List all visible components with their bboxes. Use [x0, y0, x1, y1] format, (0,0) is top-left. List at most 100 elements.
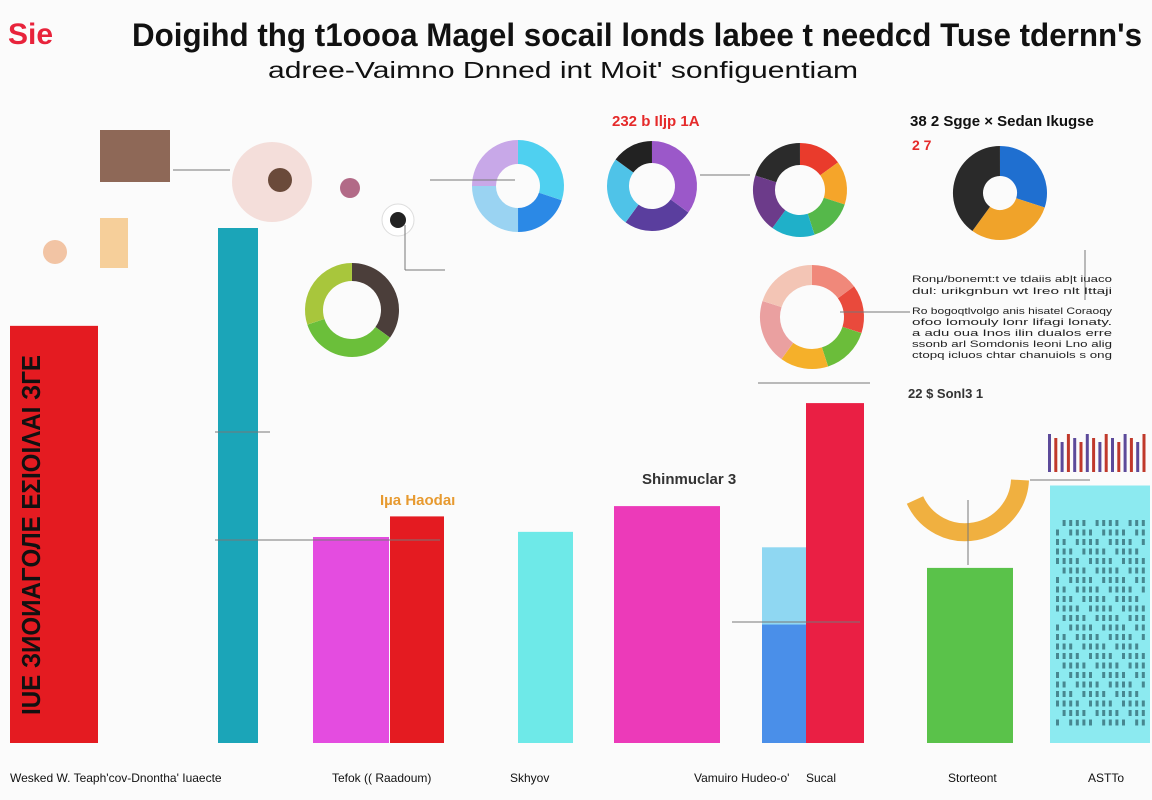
bar-texture [1082, 719, 1086, 726]
bar-texture [1141, 558, 1145, 564]
bar-texture [1095, 567, 1099, 574]
bar-texture [1122, 605, 1125, 612]
x-tick-label: Tefok (( Raadoum) [332, 771, 431, 785]
bar-texture [1141, 605, 1145, 612]
person-icon [43, 240, 67, 264]
bar-texture [1082, 634, 1086, 640]
bar-texture [1135, 691, 1139, 697]
bar-texture [1122, 719, 1125, 726]
bar-texture [1122, 691, 1125, 697]
donut-slice [615, 141, 653, 174]
bar-texture [1062, 558, 1066, 564]
bar-texture [1056, 605, 1059, 612]
bar-texture [1056, 719, 1059, 726]
bar-texture [1082, 529, 1086, 536]
bar-texture [1122, 681, 1125, 688]
bar-texture [1122, 672, 1125, 678]
bar-texture [1128, 605, 1132, 612]
bar-texture [1095, 596, 1099, 602]
bar-texture [1062, 596, 1066, 602]
bar [1050, 485, 1150, 743]
bar-texture [1089, 672, 1092, 678]
bar-texture [1128, 596, 1132, 602]
bar-texture [1056, 539, 1059, 545]
brand-logo: Sie [8, 18, 53, 51]
note-line: ofoo lomouly lonr lifagi lonaty. [912, 317, 1112, 328]
annotation: 38 2 Sgge × Sedan Ikugse [910, 113, 1094, 130]
bar [806, 403, 864, 743]
donut-slice [762, 265, 813, 308]
donut-slice [760, 300, 794, 360]
bar-texture [1102, 719, 1106, 726]
bar-texture [1062, 634, 1066, 640]
annotation: 2 7 [912, 137, 932, 153]
bar-texture [1135, 700, 1139, 707]
bar-texture [1108, 529, 1112, 536]
decor-dot [390, 212, 406, 228]
bar-texture [1135, 605, 1139, 612]
bar-texture [1082, 672, 1086, 678]
chart-subtitle: adree-Vaimno Dnned int Moit' sonfiguenti… [268, 57, 858, 83]
bar-texture [1141, 520, 1145, 526]
note-line: dul: urikgnbun wt Ireo nlt Ittaji [912, 286, 1112, 297]
bar-texture [1082, 624, 1086, 631]
bar-texture [1056, 691, 1059, 697]
bar-texture [1075, 653, 1079, 659]
decor-tick [1117, 442, 1121, 472]
bar-stack-segment [762, 624, 806, 743]
bar-texture [1069, 577, 1073, 583]
bar-texture [1128, 586, 1132, 593]
donut-slice [811, 265, 855, 299]
decor-tick [1111, 438, 1114, 472]
donut-slice [351, 263, 399, 338]
bar-texture [1082, 548, 1086, 555]
bar-texture [1115, 567, 1119, 574]
bar-texture [1115, 634, 1119, 640]
bar-texture [1082, 681, 1086, 688]
donut-slice [755, 143, 801, 183]
annotation-group: 232 b Iljp 1A 38 2 Sgge × Sedan Ikugse 2 7… [380, 113, 1112, 509]
bar-texture [1056, 681, 1059, 688]
donut-chart [753, 143, 847, 237]
bar-texture [1108, 672, 1112, 678]
donut-slice [972, 197, 1045, 240]
annotation: Shinmuclar 3 [642, 471, 736, 488]
bar-texture [1108, 710, 1112, 716]
donut-chart [305, 263, 399, 357]
bar-texture [1075, 529, 1079, 536]
bar-texture [1122, 700, 1125, 707]
bar-texture [1108, 662, 1112, 669]
donut-slice [821, 326, 862, 367]
bar-texture [1095, 691, 1099, 697]
bar-texture [1122, 596, 1125, 602]
bar-texture [1108, 605, 1112, 612]
bar-texture [1102, 548, 1106, 555]
donut-slice [472, 185, 519, 232]
decor-arc [906, 479, 1029, 542]
bar-texture [1056, 558, 1059, 564]
bar-texture [1141, 681, 1145, 688]
note-line: a adu oua Inos ilin dualos erre [912, 328, 1112, 339]
bar-texture [1115, 529, 1119, 536]
bar-texture [1108, 520, 1112, 526]
bar-texture [1069, 691, 1073, 697]
decor-dot [340, 178, 360, 198]
decor-tick [1142, 434, 1146, 472]
bar-texture [1062, 691, 1066, 697]
x-tick-label: ASTTo [1088, 771, 1124, 785]
bar-texture [1141, 615, 1145, 621]
bar-texture [1095, 548, 1099, 555]
donut-slice [517, 192, 562, 232]
bar-texture [1075, 605, 1079, 612]
bar-texture [1069, 605, 1073, 612]
bar-texture [1082, 691, 1086, 697]
decor-tick [1123, 434, 1127, 472]
bar-texture [1089, 681, 1092, 688]
bar-texture [1128, 634, 1132, 640]
bar-texture [1115, 691, 1119, 697]
bar-texture [1095, 558, 1099, 564]
bar-texture [1141, 624, 1145, 631]
bar-texture [1122, 558, 1125, 564]
bar-texture [1095, 700, 1099, 707]
